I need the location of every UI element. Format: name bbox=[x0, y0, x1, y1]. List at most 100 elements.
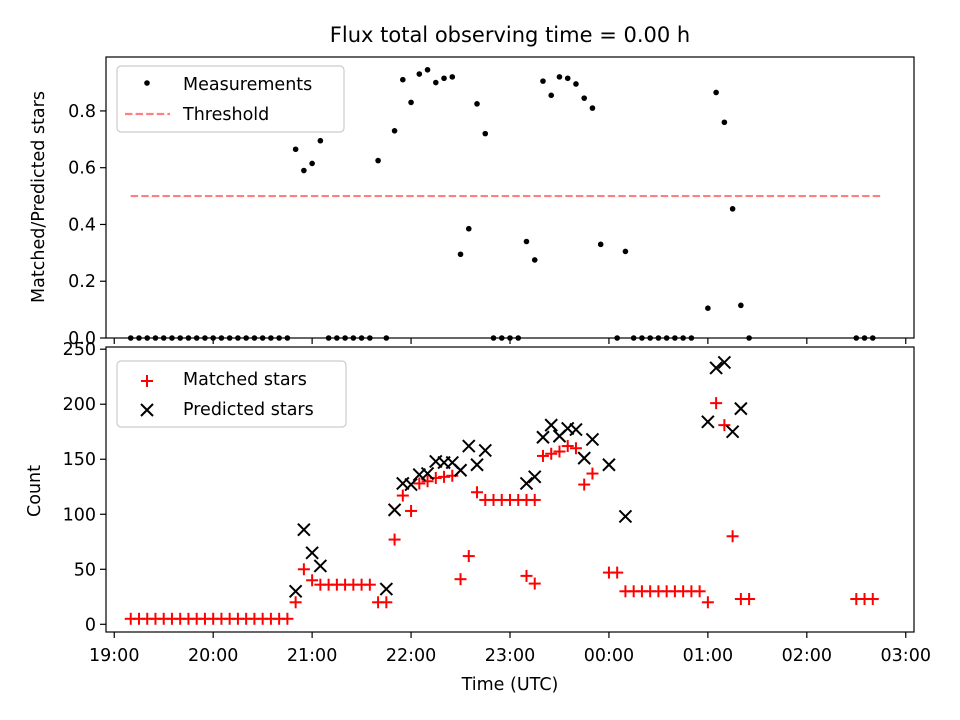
legend-threshold-label: Threshold bbox=[182, 105, 269, 125]
predicted-star-point bbox=[602, 458, 616, 472]
legend-measurements-marker bbox=[144, 80, 150, 86]
matched-star-point bbox=[710, 397, 723, 410]
matched-star-point bbox=[446, 469, 459, 482]
measurement-point bbox=[729, 206, 736, 212]
measurement-point bbox=[523, 238, 530, 245]
predicted-star-point bbox=[297, 522, 311, 537]
predicted-star-point bbox=[717, 355, 732, 370]
predicted-star-point bbox=[725, 425, 740, 439]
measurement-point bbox=[482, 130, 489, 137]
matched-star-point bbox=[297, 563, 310, 576]
legend-predicted-label: Predicted stars bbox=[183, 400, 314, 420]
matched-star-point bbox=[611, 566, 624, 579]
measurement-point bbox=[292, 146, 299, 153]
matched-star-point bbox=[438, 470, 451, 483]
predicted-star-point bbox=[387, 503, 402, 517]
x-axis-label: Time (UTC) bbox=[461, 675, 559, 695]
predicted-star-point bbox=[528, 470, 542, 484]
top-chart-title: Flux total observing time = 0.00 h bbox=[330, 23, 690, 47]
matched-star-point bbox=[289, 596, 302, 609]
x-tick-label: 19:00 bbox=[89, 646, 139, 666]
x-tick-label: 03:00 bbox=[881, 646, 931, 666]
matched-star-point bbox=[528, 493, 541, 506]
x-tick-label: 20:00 bbox=[188, 646, 238, 666]
measurement-point bbox=[432, 79, 439, 86]
matched-star-point bbox=[363, 578, 376, 591]
measurement-point bbox=[465, 225, 472, 232]
predicted-star-point bbox=[420, 466, 435, 481]
matched-star-point bbox=[413, 477, 426, 490]
matched-star-point bbox=[520, 569, 533, 582]
x-tick-label: 00:00 bbox=[584, 646, 634, 666]
matched-star-point bbox=[718, 419, 731, 432]
measurement-point bbox=[573, 81, 579, 87]
measurement-point bbox=[457, 251, 464, 258]
matched-star-point bbox=[454, 573, 467, 586]
measurement-point bbox=[317, 137, 324, 144]
measurement-point bbox=[531, 257, 538, 263]
x-tick-label: 21:00 bbox=[287, 646, 337, 666]
predicted-star-point bbox=[569, 422, 583, 437]
predicted-star-point bbox=[544, 418, 558, 432]
bottom-legend-box bbox=[116, 360, 347, 428]
bottom-y-tick-label: 250 bbox=[63, 340, 96, 360]
matched-star-point bbox=[281, 612, 294, 625]
top-legend-box bbox=[116, 65, 345, 133]
bottom-y-tick-label: 50 bbox=[74, 560, 96, 580]
matched-star-point bbox=[701, 596, 714, 609]
x-tick-label: 23:00 bbox=[485, 646, 535, 666]
measurement-point bbox=[375, 157, 381, 164]
measurement-point bbox=[556, 74, 563, 80]
matched-star-point bbox=[726, 530, 739, 543]
matched-star-point bbox=[528, 577, 541, 590]
x-tick-label: 22:00 bbox=[386, 646, 436, 666]
matched-star-point bbox=[536, 449, 549, 462]
predicted-star-point bbox=[404, 477, 418, 492]
top-y-tick-label: 0.0 bbox=[68, 329, 96, 349]
bottom-y-tick-label: 0 bbox=[85, 615, 96, 635]
bottom-panel: 0 50 100 150 200 250 19:00 20:00 21:00 22:00 23:00… bbox=[63, 340, 931, 666]
matched-star-point bbox=[388, 533, 401, 546]
measurement-point bbox=[416, 71, 423, 77]
matched-star-point bbox=[743, 592, 756, 605]
matched-star-point bbox=[569, 442, 582, 455]
x-tick-label: 01:00 bbox=[683, 646, 733, 666]
measurement-point bbox=[441, 75, 447, 82]
measurement-point bbox=[301, 167, 307, 174]
bottom-y-tick-label: 200 bbox=[63, 395, 96, 415]
top-y-tick-label: 0.4 bbox=[68, 215, 96, 235]
measurement-point bbox=[721, 119, 728, 126]
legend-matched-marker bbox=[141, 375, 153, 387]
predicted-star-point bbox=[734, 401, 748, 416]
top-panel: 0.0 0.2 0.4 0.6 0.8 bbox=[68, 56, 915, 349]
measurement-point bbox=[581, 95, 588, 101]
legend-matched-label: Matched stars bbox=[183, 370, 307, 390]
matched-star-point bbox=[396, 489, 409, 502]
matched-star-point bbox=[553, 445, 566, 458]
matched-star-point bbox=[405, 504, 418, 517]
measurement-point bbox=[713, 89, 719, 96]
top-y-tick-label: 0.2 bbox=[68, 272, 96, 292]
matched-star-point bbox=[380, 596, 393, 609]
predicted-star-point bbox=[585, 432, 600, 447]
predicted-star-point bbox=[577, 451, 591, 465]
matched-star-point bbox=[306, 574, 319, 587]
predicted-star-point bbox=[470, 458, 484, 472]
matched-star-point bbox=[545, 447, 558, 460]
top-y-axis-label: Matched/Predicted stars bbox=[29, 91, 49, 303]
top-y-tick-label: 0.6 bbox=[68, 159, 96, 179]
matched-star-point bbox=[561, 440, 574, 453]
measurement-point bbox=[474, 101, 480, 107]
top-legend: Measurements Threshold bbox=[116, 65, 345, 133]
predicted-star-point bbox=[701, 415, 715, 429]
predicted-star-point bbox=[462, 439, 476, 453]
measurement-point bbox=[540, 78, 546, 84]
matched-star-point bbox=[693, 585, 706, 598]
bottom-y-tick-label: 100 bbox=[63, 505, 96, 525]
predicted-star-point bbox=[478, 443, 492, 458]
predicted-star-point bbox=[709, 361, 723, 375]
measurement-point bbox=[705, 305, 711, 311]
measurement-point bbox=[400, 76, 406, 83]
predicted-star-point bbox=[618, 509, 633, 524]
